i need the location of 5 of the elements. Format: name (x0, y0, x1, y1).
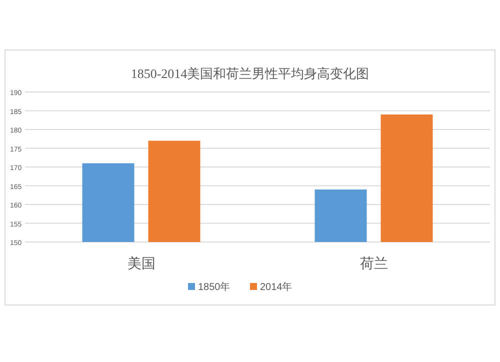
legend-label: 2014年 (260, 281, 292, 293)
x-tick-label: 美国 (127, 256, 156, 272)
legend-label: 1850年 (198, 281, 230, 293)
x-tick-label: 荷兰 (360, 256, 388, 272)
chart-title: 1850-2014美国和荷兰男性平均身高变化图 (130, 66, 370, 81)
